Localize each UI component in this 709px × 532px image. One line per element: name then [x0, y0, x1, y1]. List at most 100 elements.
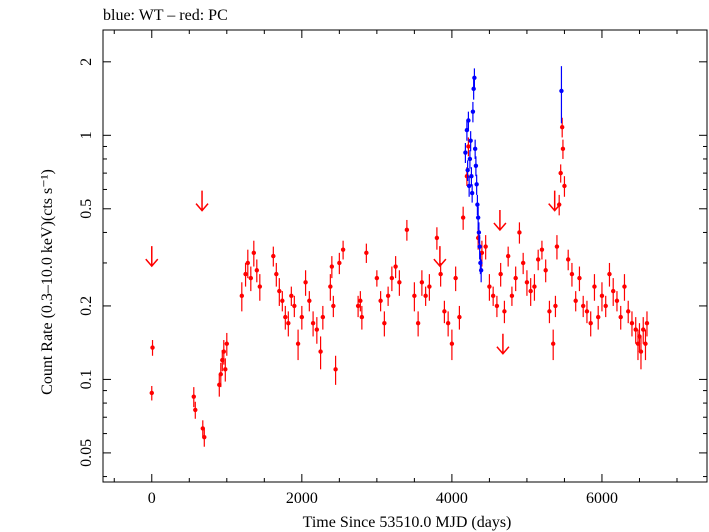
- pc-point-5: [202, 434, 207, 440]
- pc-point-99: [577, 275, 582, 281]
- pc-point-51: [397, 280, 402, 285]
- pc-point-2: [191, 394, 196, 399]
- wt-point-7: [469, 173, 474, 179]
- pc-point-44: [364, 250, 369, 256]
- pc-point-13: [243, 271, 248, 277]
- pc-point-95: [562, 183, 567, 189]
- pc-point-29: [303, 280, 308, 285]
- pc-point-27: [295, 341, 301, 346]
- wt-point-9: [470, 109, 476, 114]
- pc-point-0: [149, 390, 154, 396]
- pc-point-3: [193, 407, 198, 413]
- pc-point-66: [464, 173, 470, 179]
- upper-limit-arrow-0: [145, 246, 159, 268]
- pc-point-21: [277, 288, 282, 294]
- upper-limit-arrow-1: [195, 190, 209, 212]
- plot-frame: [102, 29, 708, 483]
- pc-point-74: [498, 271, 503, 277]
- pc-point-57: [427, 284, 432, 289]
- pc-point-10: [223, 367, 228, 372]
- y-tick-label: 1: [78, 131, 95, 139]
- pc-point-105: [599, 293, 605, 299]
- wt-point-19: [478, 260, 483, 266]
- pc-point-107: [607, 271, 612, 277]
- pc-point-79: [517, 230, 522, 235]
- pc-point-17: [254, 268, 260, 273]
- pc-point-25: [289, 293, 294, 299]
- pc-point-53: [412, 293, 417, 299]
- wt-point-18: [477, 244, 482, 249]
- pc-point-71: [487, 284, 492, 289]
- x-tick-label: 2000: [286, 490, 318, 507]
- wt-point-13: [473, 163, 479, 169]
- wt-point-16: [475, 215, 481, 220]
- pc-point-20: [274, 271, 279, 277]
- pc-point-45: [374, 275, 380, 281]
- pc-point-34: [320, 314, 326, 320]
- y-tick-label: 0.1: [78, 369, 95, 389]
- pc-point-55: [419, 280, 425, 285]
- pc-point-47: [382, 320, 387, 326]
- pc-point-15: [248, 275, 254, 281]
- y-axis-label: Count Rate (0.3–10.0 keV)(cts s⁻¹): [39, 169, 56, 395]
- pc-point-96: [565, 257, 571, 262]
- pc-point-9: [221, 349, 226, 354]
- pc-point-77: [509, 293, 515, 299]
- pc-point-32: [314, 327, 320, 332]
- pc-point-78: [513, 275, 518, 281]
- chart-axes: 0 2000 4000 6000 0.05 0.1 0.2 0.5 1 2: [78, 29, 708, 507]
- pc-point-40: [340, 247, 346, 252]
- wt-point-0: [463, 150, 468, 155]
- pc-point-64: [457, 314, 462, 320]
- pc-point-98: [573, 298, 578, 303]
- pc-point-83: [532, 284, 537, 289]
- upper-limit-arrow-4: [496, 333, 510, 355]
- chart-title: blue: WT – red: PC: [103, 7, 228, 24]
- pc-point-62: [449, 341, 455, 346]
- pc-point-73: [494, 303, 500, 309]
- pc-point-12: [239, 293, 245, 299]
- pc-point-72: [490, 293, 496, 299]
- pc-point-58: [434, 235, 440, 241]
- pc-point-33: [318, 349, 323, 354]
- pc-point-41: [355, 303, 361, 309]
- pc-point-1: [150, 345, 155, 350]
- pc-point-102: [588, 320, 593, 326]
- pc-point-80: [520, 260, 526, 266]
- wt-point-11: [472, 75, 477, 81]
- pc-point-39: [337, 260, 342, 266]
- pc-point-81: [524, 280, 530, 285]
- upper-limit-arrow-3: [493, 209, 507, 232]
- wt-point-4: [466, 183, 472, 189]
- pc-point-36: [329, 264, 335, 269]
- pc-point-113: [629, 320, 635, 326]
- y-tick-label: 0.5: [78, 199, 95, 219]
- pc-point-101: [584, 309, 590, 314]
- pc-point-50: [393, 264, 398, 269]
- pc-point-86: [543, 268, 548, 273]
- pc-point-16: [251, 250, 257, 256]
- pc-point-14: [245, 260, 251, 266]
- pc-point-63: [453, 275, 458, 281]
- pc-point-85: [539, 247, 545, 252]
- pc-point-92: [558, 170, 563, 176]
- pc-point-46: [378, 298, 383, 303]
- pc-point-88: [550, 341, 556, 346]
- pc-point-90: [554, 244, 560, 249]
- pc-point-111: [622, 284, 627, 289]
- pc-point-109: [614, 298, 620, 303]
- x-axis-label: Time Since 53510.0 MJD (days): [303, 514, 512, 531]
- y-tick-label: 2: [78, 58, 95, 66]
- wt-point-3: [466, 118, 471, 123]
- wt-point-12: [472, 146, 478, 152]
- wt-point-21: [559, 88, 564, 94]
- pc-point-112: [626, 309, 631, 314]
- pc-point-93: [559, 124, 565, 130]
- chart-marks: [145, 66, 650, 447]
- pc-point-114: [633, 327, 638, 332]
- wt-point-8: [469, 190, 475, 196]
- pc-point-59: [438, 271, 443, 277]
- pc-point-100: [580, 303, 586, 309]
- pc-point-35: [328, 284, 333, 289]
